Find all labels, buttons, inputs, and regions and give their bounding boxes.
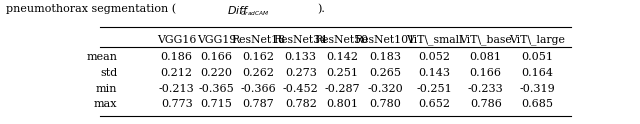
Text: -0.213: -0.213 xyxy=(159,84,195,94)
Text: 0.052: 0.052 xyxy=(419,52,451,62)
Text: 0.051: 0.051 xyxy=(522,52,554,62)
Text: 0.782: 0.782 xyxy=(285,99,317,109)
Text: VGG19: VGG19 xyxy=(196,35,236,45)
Text: -0.366: -0.366 xyxy=(241,84,276,94)
Text: -0.452: -0.452 xyxy=(283,84,319,94)
Text: ResNet18: ResNet18 xyxy=(232,35,285,45)
Text: -0.320: -0.320 xyxy=(367,84,403,94)
Text: 0.787: 0.787 xyxy=(243,99,275,109)
Text: ).: ). xyxy=(317,4,324,14)
Text: 0.166: 0.166 xyxy=(470,68,502,78)
Text: 0.186: 0.186 xyxy=(161,52,193,62)
Text: $Diff$: $Diff$ xyxy=(227,4,250,16)
Text: 0.212: 0.212 xyxy=(161,68,193,78)
Text: -0.287: -0.287 xyxy=(324,84,360,94)
Text: ResNet34: ResNet34 xyxy=(274,35,328,45)
Text: 0.273: 0.273 xyxy=(285,68,317,78)
Text: 0.715: 0.715 xyxy=(200,99,232,109)
Text: ResNet101: ResNet101 xyxy=(355,35,415,45)
Text: ViT\_small: ViT\_small xyxy=(406,34,463,45)
Text: max: max xyxy=(93,99,117,109)
Text: -0.233: -0.233 xyxy=(468,84,504,94)
Text: $_{GradCAM}$: $_{GradCAM}$ xyxy=(240,9,269,18)
Text: ResNet50: ResNet50 xyxy=(315,35,369,45)
Text: 0.780: 0.780 xyxy=(369,99,401,109)
Text: 0.652: 0.652 xyxy=(419,99,451,109)
Text: 0.081: 0.081 xyxy=(470,52,502,62)
Text: pneumothorax segmentation (: pneumothorax segmentation ( xyxy=(6,4,177,14)
Text: VGG16: VGG16 xyxy=(157,35,196,45)
Text: 0.166: 0.166 xyxy=(200,52,232,62)
Text: 0.262: 0.262 xyxy=(243,68,275,78)
Text: 0.801: 0.801 xyxy=(326,99,358,109)
Text: ViT\_large: ViT\_large xyxy=(509,34,565,45)
Text: 0.143: 0.143 xyxy=(419,68,451,78)
Text: -0.319: -0.319 xyxy=(520,84,555,94)
Text: 0.251: 0.251 xyxy=(326,68,358,78)
Text: 0.786: 0.786 xyxy=(470,99,502,109)
Text: 0.220: 0.220 xyxy=(200,68,232,78)
Text: mean: mean xyxy=(86,52,117,62)
Text: 0.265: 0.265 xyxy=(369,68,401,78)
Text: 0.133: 0.133 xyxy=(285,52,317,62)
Text: 0.164: 0.164 xyxy=(522,68,554,78)
Text: -0.251: -0.251 xyxy=(417,84,452,94)
Text: std: std xyxy=(100,68,117,78)
Text: 0.162: 0.162 xyxy=(243,52,275,62)
Text: 0.142: 0.142 xyxy=(326,52,358,62)
Text: ViT\_base: ViT\_base xyxy=(460,34,512,45)
Text: 0.773: 0.773 xyxy=(161,99,193,109)
Text: 0.685: 0.685 xyxy=(522,99,554,109)
Text: min: min xyxy=(96,84,117,94)
Text: -0.365: -0.365 xyxy=(198,84,234,94)
Text: 0.183: 0.183 xyxy=(369,52,401,62)
